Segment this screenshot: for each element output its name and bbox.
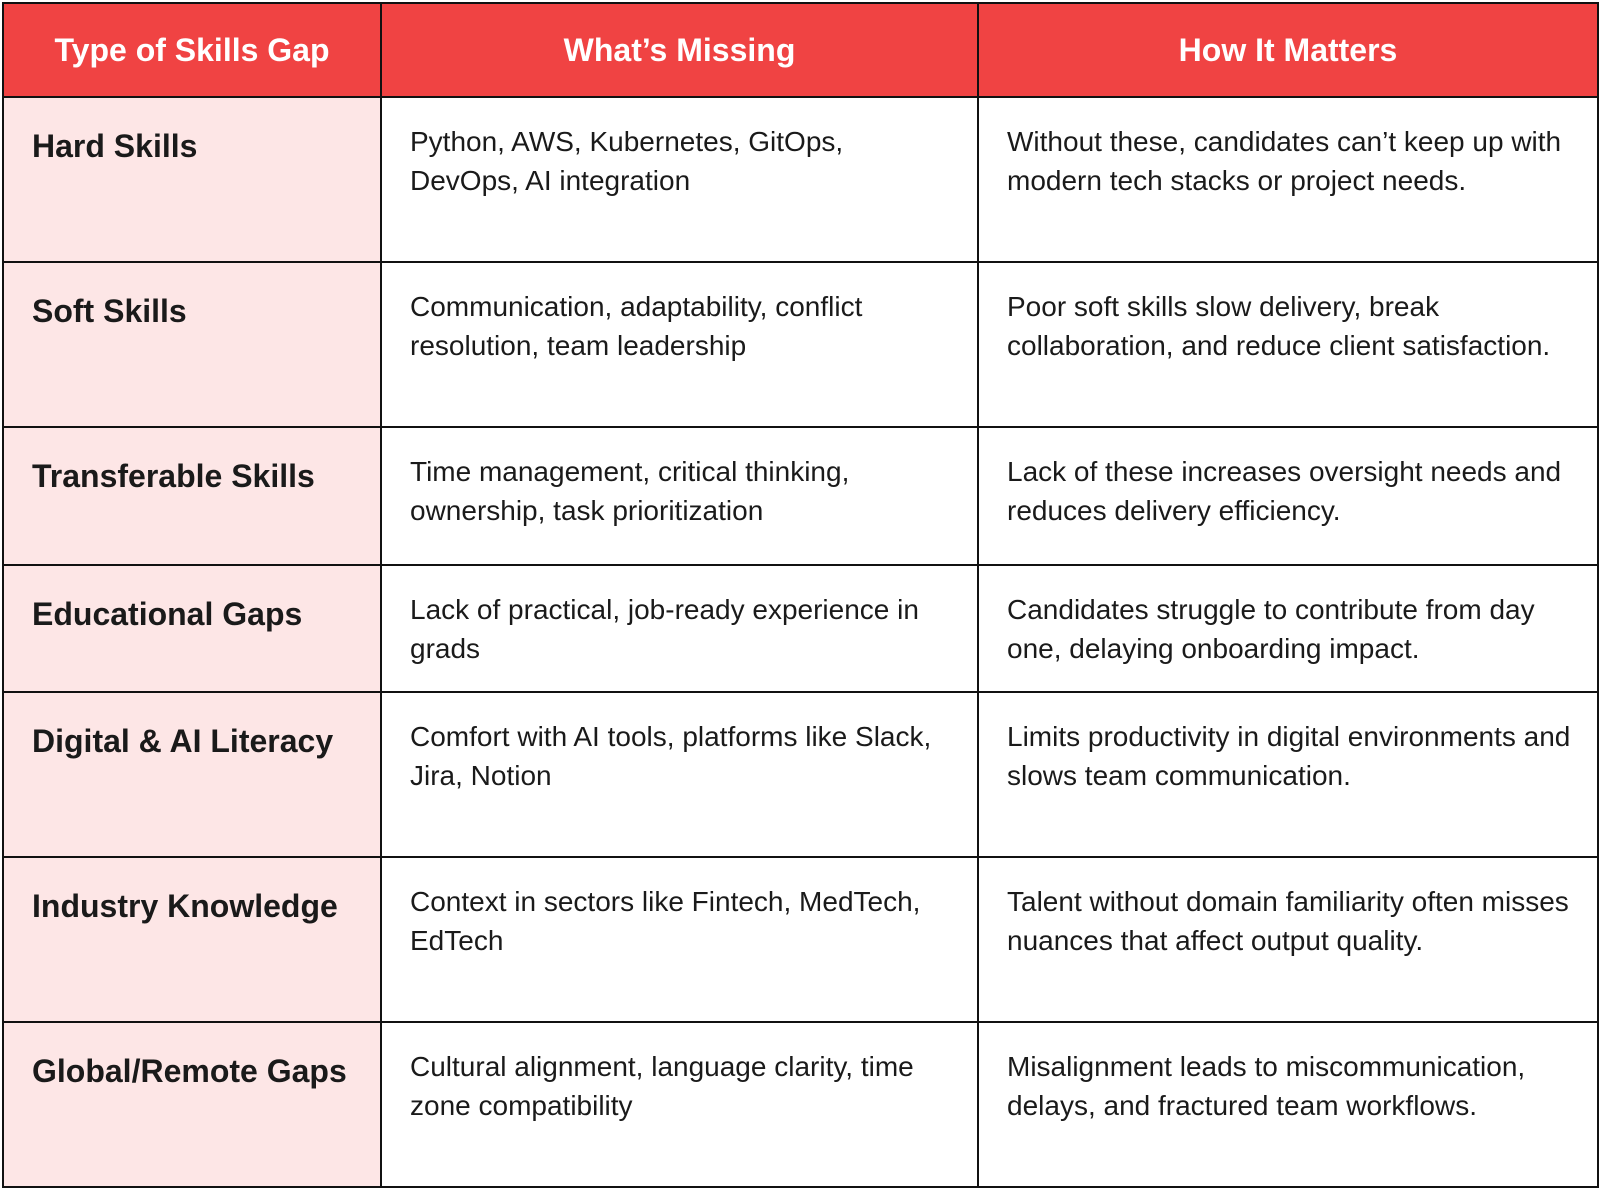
header-row: Type of Skills Gap What’s Missing How It… bbox=[2, 2, 1599, 98]
row-matters-cell: Without these, candidates can’t keep up … bbox=[977, 96, 1599, 263]
row-matters-cell: Talent without domain familiarity often … bbox=[977, 856, 1599, 1023]
row-missing-cell: Python, AWS, Kubernetes, GitOps, DevOps,… bbox=[380, 96, 979, 263]
row-missing-cell: Lack of practical, job-ready experience … bbox=[380, 564, 979, 693]
row-type-cell: Educational Gaps bbox=[2, 564, 382, 693]
row-type-cell: Soft Skills bbox=[2, 261, 382, 428]
row-matters-cell: Lack of these increases oversight needs … bbox=[977, 426, 1599, 566]
row-missing-cell: Comfort with AI tools, platforms like Sl… bbox=[380, 691, 979, 858]
row-type-cell: Global/Remote Gaps bbox=[2, 1021, 382, 1188]
row-matters-cell: Misalignment leads to miscommunication, … bbox=[977, 1021, 1599, 1188]
row-missing-cell: Context in sectors like Fintech, MedTech… bbox=[380, 856, 979, 1023]
header-type-of-skills-gap: Type of Skills Gap bbox=[2, 2, 382, 98]
row-matters-cell: Poor soft skills slow delivery, break co… bbox=[977, 261, 1599, 428]
header-how-it-matters: How It Matters bbox=[977, 2, 1599, 98]
row-matters-cell: Candidates struggle to contribute from d… bbox=[977, 564, 1599, 693]
row-type-cell: Transferable Skills bbox=[2, 426, 382, 566]
table-row: Soft Skills Communication, adaptability,… bbox=[2, 261, 1599, 428]
table-body: Hard Skills Python, AWS, Kubernetes, Git… bbox=[2, 96, 1599, 1188]
row-matters-cell: Limits productivity in digital environme… bbox=[977, 691, 1599, 858]
table-row: Hard Skills Python, AWS, Kubernetes, Git… bbox=[2, 96, 1599, 263]
table-row: Transferable Skills Time management, cri… bbox=[2, 426, 1599, 566]
table-row: Industry Knowledge Context in sectors li… bbox=[2, 856, 1599, 1023]
table-header: Type of Skills Gap What’s Missing How It… bbox=[2, 2, 1599, 98]
header-whats-missing: What’s Missing bbox=[380, 2, 979, 98]
row-type-cell: Hard Skills bbox=[2, 96, 382, 263]
row-type-cell: Digital & AI Literacy bbox=[2, 691, 382, 858]
row-type-cell: Industry Knowledge bbox=[2, 856, 382, 1023]
row-missing-cell: Time management, critical thinking, owne… bbox=[380, 426, 979, 566]
table-row: Global/Remote Gaps Cultural alignment, l… bbox=[2, 1021, 1599, 1188]
table-row: Digital & AI Literacy Comfort with AI to… bbox=[2, 691, 1599, 858]
row-missing-cell: Cultural alignment, language clarity, ti… bbox=[380, 1021, 979, 1188]
table-row: Educational Gaps Lack of practical, job-… bbox=[2, 564, 1599, 693]
row-missing-cell: Communication, adaptability, conflict re… bbox=[380, 261, 979, 428]
